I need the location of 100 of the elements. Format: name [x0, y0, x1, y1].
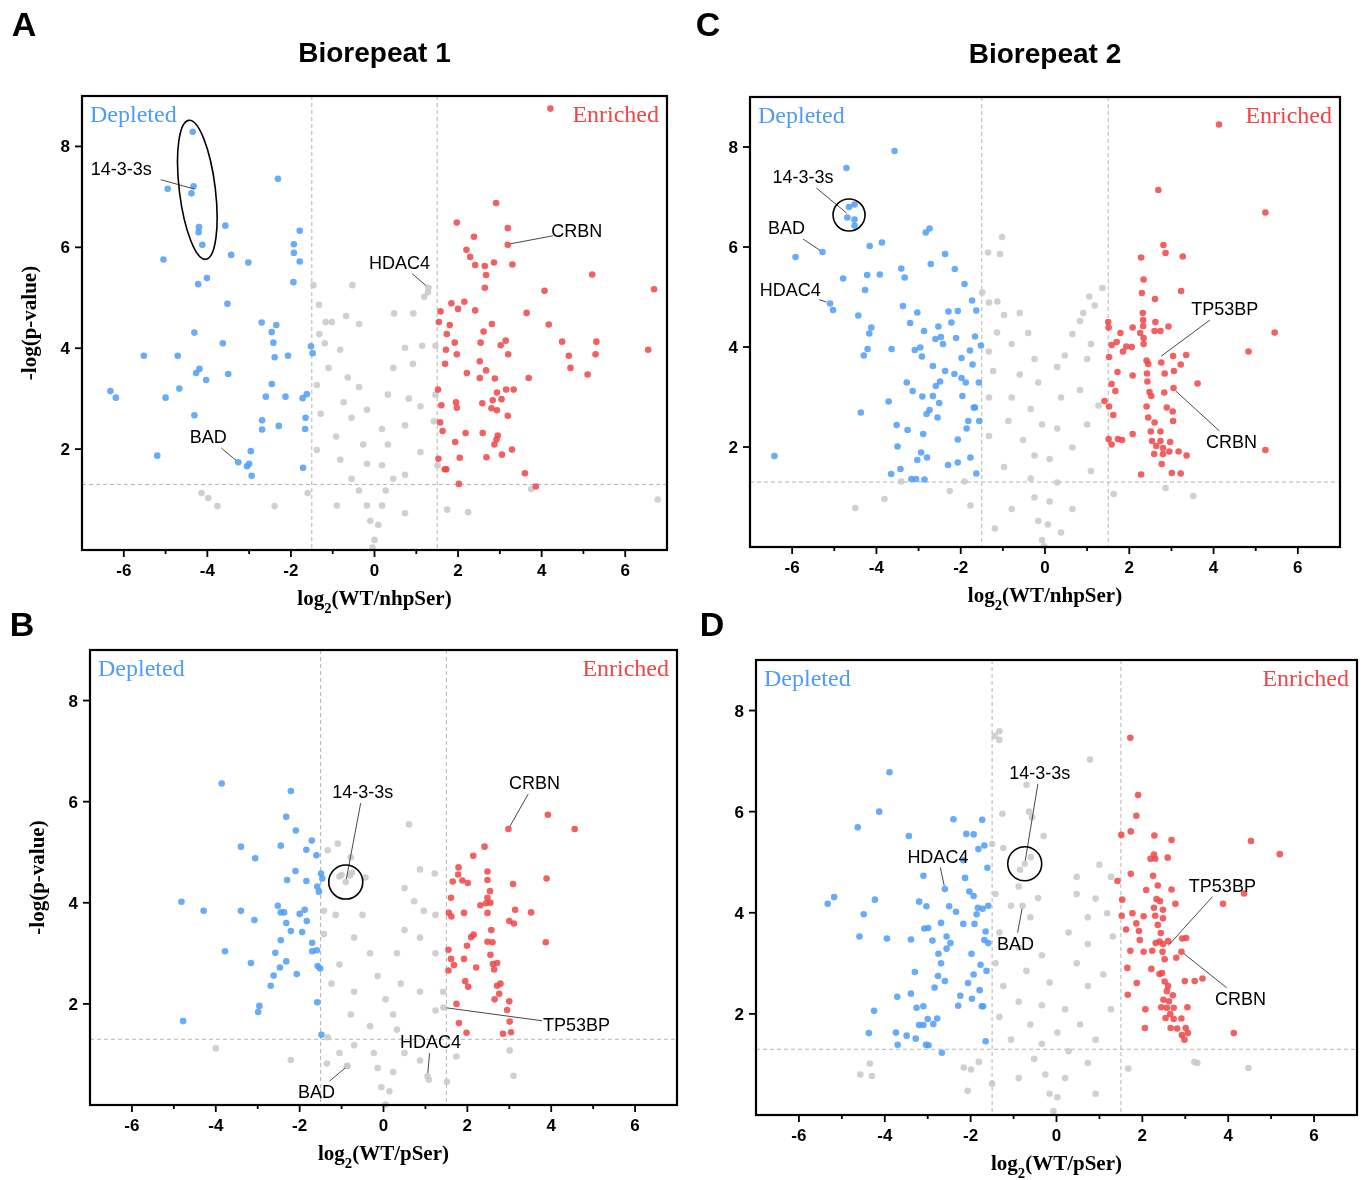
annotation: BAD	[297, 1082, 335, 1103]
y-tick-label: 2	[68, 994, 78, 1014]
point	[274, 175, 282, 183]
point	[282, 958, 290, 965]
point	[107, 387, 114, 395]
point	[453, 1000, 460, 1008]
point	[571, 825, 578, 833]
point	[237, 843, 245, 850]
series-label: Enriched	[572, 101, 659, 127]
point	[267, 982, 275, 989]
point	[510, 920, 518, 927]
annotation: 14-3-3s	[772, 167, 834, 187]
point	[447, 955, 455, 963]
point	[237, 907, 245, 915]
y-tick-label: 2	[728, 438, 738, 457]
point	[469, 852, 477, 860]
x-axis-title: log$_{2}$(WT/pSer)	[317, 1141, 450, 1171]
point	[290, 278, 297, 286]
y-axis-title: -log(p-value)	[25, 820, 49, 935]
point	[292, 867, 299, 875]
point	[191, 412, 198, 419]
point	[251, 916, 258, 924]
point	[484, 894, 491, 902]
point	[282, 393, 289, 400]
point	[245, 259, 252, 266]
x-tick-label: 6	[1293, 558, 1303, 577]
x-axis-title: log$_{2}$(WT/pSer)	[990, 1151, 1123, 1180]
point	[455, 1019, 463, 1027]
y-axis-title: -log(p-value)	[17, 265, 41, 381]
point	[140, 352, 148, 360]
x-tick-label: 4	[1223, 1126, 1234, 1145]
point	[162, 394, 169, 401]
point	[272, 949, 279, 957]
series-label: Depleted	[90, 101, 177, 127]
y-tick-label: 4	[728, 338, 739, 357]
point	[227, 251, 235, 259]
point	[445, 946, 452, 954]
point	[477, 902, 484, 909]
point	[542, 938, 550, 946]
point	[507, 1028, 515, 1036]
point	[449, 878, 456, 885]
point	[487, 926, 495, 934]
text: Enriched	[582, 655, 669, 681]
point	[450, 961, 458, 969]
point	[188, 190, 195, 197]
point	[484, 876, 491, 884]
point	[318, 875, 326, 882]
point	[268, 380, 276, 388]
point	[491, 996, 498, 1003]
x-tick-label: 2	[1137, 1126, 1148, 1145]
point	[315, 888, 323, 895]
point	[460, 955, 468, 963]
point	[248, 472, 255, 480]
point	[174, 352, 181, 360]
point	[290, 249, 298, 257]
point	[275, 422, 283, 430]
x-tick-label: 2	[453, 561, 463, 580]
x-tick-label: 4	[536, 561, 547, 580]
point	[282, 919, 290, 927]
point	[202, 376, 210, 384]
x-tick-label: 4	[1208, 558, 1219, 577]
point	[302, 414, 309, 422]
series-label: Depleted	[758, 102, 845, 128]
annotation: HDAC4	[759, 280, 821, 300]
x-tick-label: -6	[784, 558, 800, 577]
point	[251, 854, 259, 862]
point	[487, 951, 494, 959]
point	[222, 222, 229, 229]
chart-title: Biorepeat 1	[298, 37, 451, 68]
point	[270, 339, 277, 346]
x-tick-label: -4	[877, 1126, 893, 1145]
point	[258, 417, 266, 424]
point	[153, 452, 161, 459]
point	[196, 365, 203, 373]
point	[544, 811, 552, 819]
x-tick-label: 0	[369, 561, 380, 580]
y-tick-label: 8	[734, 701, 744, 721]
point	[463, 942, 471, 950]
y-tick-label: 6	[60, 238, 70, 258]
x-tick-label: 6	[620, 561, 630, 580]
x-tick-label: 4	[546, 1116, 557, 1135]
point	[461, 977, 469, 985]
point	[298, 928, 306, 936]
point	[282, 813, 290, 821]
annotation: 14-3-3s	[90, 158, 152, 179]
point	[293, 970, 301, 978]
y-tick-label: 2	[60, 440, 70, 460]
annotation: TP53BP	[542, 1015, 610, 1036]
point	[203, 274, 211, 282]
point	[506, 1018, 514, 1025]
y-tick-label: 8	[60, 137, 70, 157]
x-tick-label: -6	[791, 1126, 807, 1145]
point	[254, 1008, 262, 1016]
annotation: 14-3-3s	[332, 782, 394, 803]
point	[495, 990, 503, 998]
point	[460, 909, 468, 917]
point	[463, 1029, 470, 1037]
point	[277, 936, 285, 944]
y-tick-label: 2	[734, 1004, 744, 1024]
point	[497, 980, 504, 987]
